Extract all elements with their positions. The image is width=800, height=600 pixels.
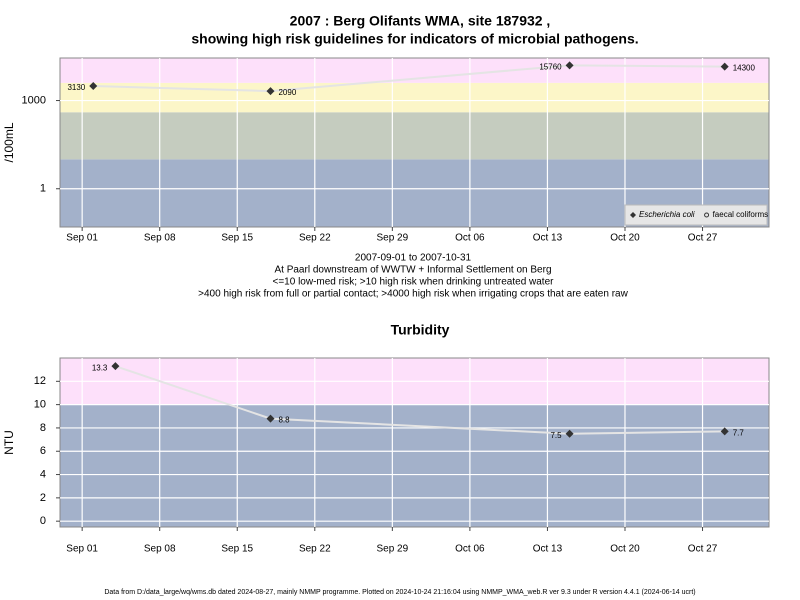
data-label: 15760 (539, 62, 562, 71)
x-tick-label: Oct 06 (455, 544, 485, 555)
data-point (266, 87, 275, 96)
x-tick-label: Sep 01 (66, 233, 98, 244)
y-tick-label: 6 (40, 445, 46, 457)
series-line (93, 64, 725, 93)
data-point (720, 427, 729, 436)
x-tick-label: Oct 27 (688, 233, 718, 244)
y-tick-label: 2 (40, 492, 46, 504)
data-point (111, 362, 120, 371)
legend-label: faecal coliforms (713, 210, 769, 219)
x-tick-label: Sep 08 (144, 544, 176, 555)
y-tick-label: 0 (40, 515, 46, 527)
x-tick-label: Sep 15 (221, 233, 253, 244)
series-line (115, 365, 725, 435)
data-point (720, 62, 729, 71)
data-label: 13.3 (92, 363, 108, 372)
y-tick-label: 10 (34, 399, 46, 411)
legend-label: Escherichia coli (639, 210, 695, 219)
legend-box (624, 204, 768, 226)
data-label: 8.8 (278, 416, 290, 425)
data-point (565, 429, 574, 438)
data-label: 14300 (733, 64, 756, 73)
note: 2007-09-01 to 2007-10-31 (355, 253, 472, 264)
y-tick-label: 1000 (22, 94, 46, 106)
chart-subtitle: showing high risk guidelines for indicat… (191, 31, 638, 47)
data-label: 3130 (67, 83, 85, 92)
plot-frame (59, 357, 770, 528)
x-tick-label: Oct 06 (455, 233, 485, 244)
data-label: 7.5 (550, 431, 562, 440)
footer: Data from D:/data_large/wq/wms.db dated … (104, 589, 695, 596)
x-tick-label: Oct 13 (533, 544, 563, 555)
y-axis-label: NTU (2, 430, 16, 455)
note: >400 high risk from full or partial cont… (198, 289, 628, 300)
x-tick-label: Sep 22 (299, 233, 331, 244)
x-tick-label: Sep 01 (66, 544, 98, 555)
note: At Paarl downstream of WWTW + Informal S… (274, 265, 551, 276)
x-tick-label: Sep 15 (221, 544, 253, 555)
risk-band (60, 112, 769, 160)
x-tick-label: Oct 13 (533, 233, 563, 244)
y-tick-label: 4 (40, 468, 46, 480)
data-point (89, 81, 98, 90)
legend-marker (630, 212, 636, 218)
plot-frame (59, 57, 770, 228)
note: <=10 low-med risk; >10 high risk when dr… (273, 277, 555, 288)
legend-marker (704, 212, 710, 218)
data-point (266, 414, 275, 423)
y-axis-label: /100mL (2, 122, 16, 162)
x-tick-label: Sep 29 (376, 233, 408, 244)
x-tick-label: Sep 08 (144, 233, 176, 244)
x-tick-label: Sep 29 (376, 544, 408, 555)
y-tick-label: 8 (40, 422, 46, 434)
y-tick-label: 12 (34, 375, 46, 387)
x-tick-label: Oct 20 (610, 544, 640, 555)
x-tick-label: Sep 22 (299, 544, 331, 555)
data-point (565, 61, 574, 70)
x-tick-label: Oct 27 (688, 544, 718, 555)
chart-title: 2007 : Berg Olifants WMA, site 187932 , (290, 13, 551, 29)
chart-title: Turbidity (391, 322, 450, 338)
risk-band (60, 404, 769, 527)
y-tick-label: 1 (40, 183, 46, 195)
data-label: 2090 (278, 88, 296, 97)
x-tick-label: Oct 20 (610, 233, 640, 244)
data-label: 7.7 (733, 429, 745, 438)
